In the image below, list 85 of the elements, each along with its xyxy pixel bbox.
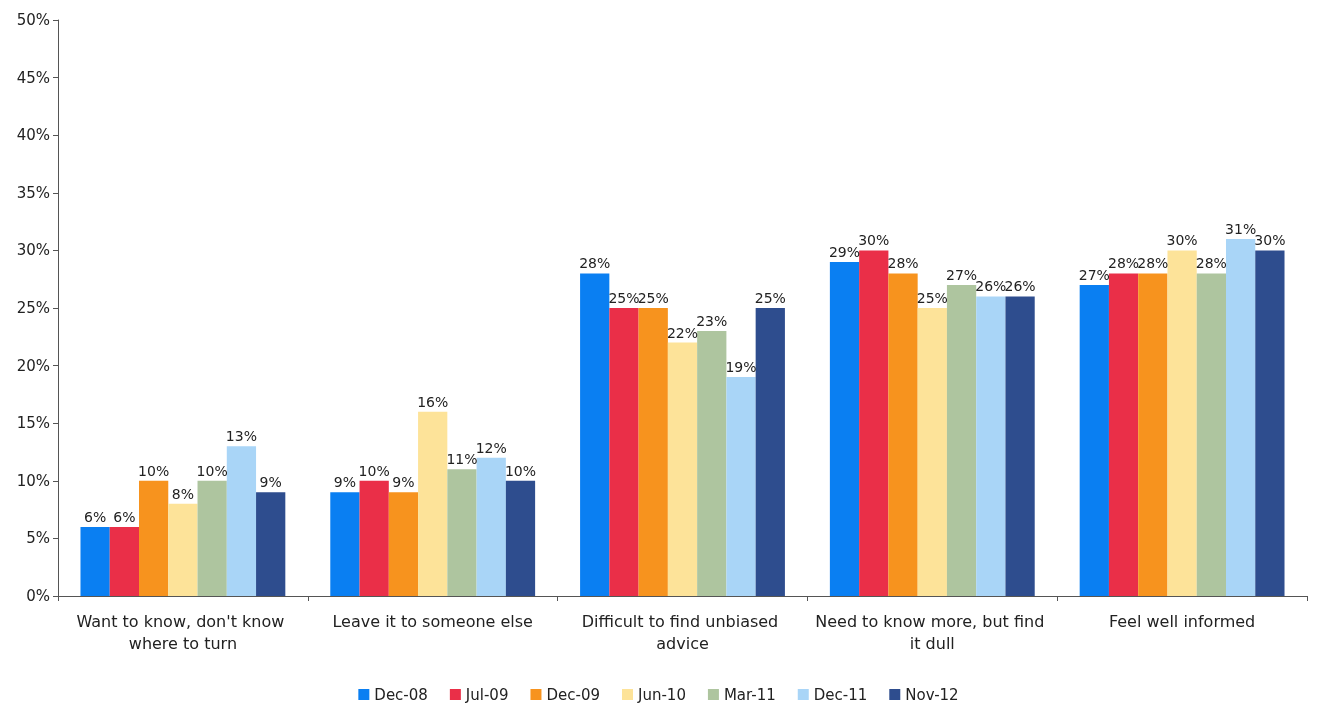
data-label: 13% bbox=[225, 428, 257, 445]
x-tick-label: Difficult to find unbiased advice bbox=[581, 611, 784, 653]
data-label: 9% bbox=[392, 474, 415, 491]
data-label: 10% bbox=[504, 462, 537, 479]
data-label: 28% bbox=[1137, 255, 1169, 272]
data-label: 25% bbox=[754, 290, 786, 306]
data-label: 9% bbox=[259, 474, 282, 491]
legend-label: Dec-09 bbox=[546, 685, 600, 704]
bar bbox=[1005, 296, 1035, 596]
bar bbox=[139, 480, 169, 596]
legend-label: Nov-12 bbox=[905, 685, 959, 704]
bar bbox=[1196, 273, 1226, 596]
data-label: 6% bbox=[113, 508, 136, 525]
bar bbox=[726, 377, 756, 596]
data-label: 28% bbox=[887, 255, 919, 272]
bar bbox=[917, 308, 947, 596]
bar bbox=[418, 411, 448, 596]
bar bbox=[197, 480, 227, 596]
bar bbox=[667, 342, 698, 596]
bar bbox=[755, 308, 785, 596]
bar bbox=[638, 308, 668, 596]
data-label: 10% bbox=[358, 462, 390, 479]
legend-label: Jun-10 bbox=[636, 685, 686, 704]
data-label: 8% bbox=[171, 485, 195, 502]
data-label: 28% bbox=[1195, 255, 1227, 272]
data-label: 30% bbox=[1166, 232, 1198, 249]
bar bbox=[829, 261, 860, 596]
data-label: 26% bbox=[1004, 278, 1036, 295]
data-label: 19% bbox=[725, 359, 757, 376]
legend-label: Mar-11 bbox=[723, 685, 776, 704]
bar bbox=[1225, 238, 1256, 596]
y-tick-label: 0% bbox=[26, 587, 50, 605]
y-tick-label: 50% bbox=[16, 11, 50, 29]
bar bbox=[256, 492, 286, 596]
data-label: 28% bbox=[579, 255, 611, 272]
x-tick-label: Leave it to someone else bbox=[332, 611, 533, 631]
y-tick-label: 40% bbox=[16, 126, 50, 145]
data-label: 27% bbox=[1078, 266, 1110, 283]
bar bbox=[859, 250, 889, 596]
bar bbox=[226, 446, 257, 596]
bar bbox=[168, 503, 198, 596]
bar bbox=[109, 526, 140, 596]
data-label: 12% bbox=[475, 439, 507, 456]
bar bbox=[447, 469, 477, 596]
bar bbox=[359, 480, 389, 596]
data-label: 30% bbox=[858, 232, 890, 249]
bar bbox=[580, 273, 610, 596]
data-label: 23% bbox=[696, 313, 728, 330]
data-label: 31% bbox=[1225, 220, 1257, 237]
bar bbox=[1138, 273, 1168, 596]
data-label: 28% bbox=[1108, 255, 1140, 272]
x-tick-label: Feel well informed bbox=[1108, 611, 1256, 631]
legend-label: Dec-11 bbox=[813, 685, 868, 704]
legend-label: Dec-08 bbox=[374, 685, 428, 704]
data-label: 10% bbox=[138, 462, 170, 479]
bar bbox=[609, 308, 639, 596]
bar bbox=[388, 492, 419, 596]
bar bbox=[976, 296, 1006, 596]
bar bbox=[80, 526, 110, 596]
bar bbox=[330, 492, 360, 596]
y-tick-label: 15% bbox=[16, 414, 50, 433]
y-tick-label: 35% bbox=[16, 183, 50, 202]
data-label: 16% bbox=[417, 393, 449, 410]
y-tick-label: 20% bbox=[16, 356, 50, 375]
bar bbox=[1255, 250, 1285, 596]
y-tick-label: 25% bbox=[16, 299, 50, 317]
x-tick-label: Want to know, don't know where to turn bbox=[76, 611, 290, 653]
bar bbox=[505, 480, 536, 596]
bar bbox=[1108, 273, 1139, 596]
bar bbox=[1167, 250, 1197, 596]
data-label: 6% bbox=[84, 508, 107, 525]
y-tick-label: 30% bbox=[16, 241, 50, 260]
data-label: 10% bbox=[196, 462, 228, 479]
y-tick-label: 5% bbox=[26, 529, 50, 548]
bar bbox=[1079, 284, 1109, 596]
x-tick-label: Need to know more, but find it dull bbox=[815, 611, 1050, 653]
data-label: 25% bbox=[637, 290, 669, 306]
y-tick-label: 10% bbox=[16, 471, 50, 490]
legend-label: Jul-09 bbox=[464, 685, 509, 704]
data-label: 11% bbox=[446, 451, 478, 468]
bar bbox=[888, 273, 918, 596]
data-label: 25% bbox=[608, 290, 640, 306]
bar bbox=[697, 331, 727, 596]
y-tick-label: 45% bbox=[16, 68, 50, 87]
data-label: 9% bbox=[333, 474, 357, 491]
